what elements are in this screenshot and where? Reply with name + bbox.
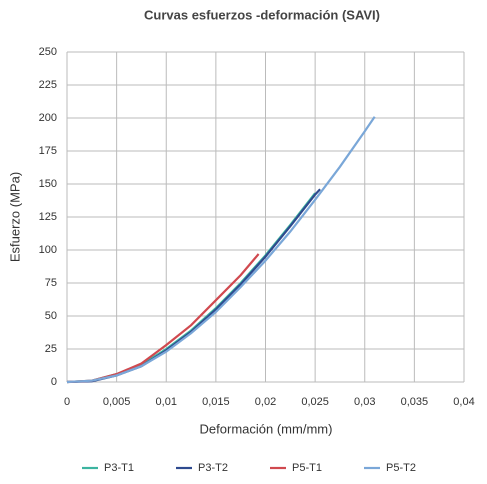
y-tick-label: 0 bbox=[51, 376, 57, 388]
x-tick-label: 0,01 bbox=[156, 396, 177, 408]
y-tick-label: 225 bbox=[39, 79, 57, 91]
legend-label: P3-T1 bbox=[104, 462, 134, 474]
x-tick-label: 0,025 bbox=[301, 396, 329, 408]
y-axis-label: Esfuerzo (MPa) bbox=[7, 172, 22, 262]
chart-title: Curvas esfuerzos -deformación (SAVI) bbox=[144, 7, 380, 22]
series-line bbox=[66, 116, 376, 384]
x-tick-label: 0,02 bbox=[255, 396, 276, 408]
y-tick-label: 100 bbox=[39, 244, 57, 256]
x-tick-label: 0,005 bbox=[103, 396, 131, 408]
legend-label: P5-T2 bbox=[386, 462, 416, 474]
x-axis-label: Deformación (mm/mm) bbox=[200, 421, 333, 436]
y-tick-label: 250 bbox=[39, 46, 57, 58]
y-tick-label: 25 bbox=[45, 343, 57, 355]
x-tick-label: 0,035 bbox=[401, 396, 429, 408]
y-tick-label: 200 bbox=[39, 112, 57, 124]
y-tick-label: 125 bbox=[39, 211, 57, 223]
x-tick-label: 0 bbox=[64, 396, 70, 408]
series-line bbox=[66, 192, 316, 384]
x-tick-label: 0,04 bbox=[453, 396, 474, 408]
x-tick-label: 0,015 bbox=[202, 396, 230, 408]
y-tick-label: 150 bbox=[39, 178, 57, 190]
y-tick-label: 75 bbox=[45, 277, 57, 289]
x-tick-label: 0,03 bbox=[354, 396, 375, 408]
legend-label: P3-T2 bbox=[198, 462, 228, 474]
series-line bbox=[66, 188, 321, 384]
legend-label: P5-T1 bbox=[292, 462, 322, 474]
series-line bbox=[66, 253, 260, 384]
y-tick-label: 50 bbox=[45, 310, 57, 322]
y-tick-label: 175 bbox=[39, 145, 57, 157]
